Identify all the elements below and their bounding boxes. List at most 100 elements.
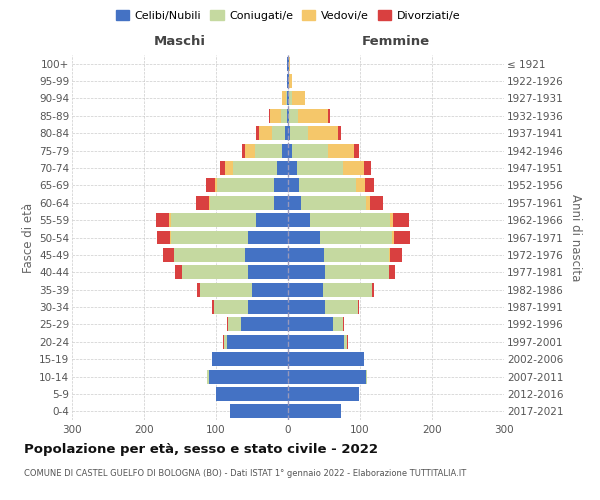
Bar xyxy=(288,300,325,314)
Bar xyxy=(227,335,288,348)
Bar xyxy=(371,282,374,296)
Bar xyxy=(356,178,365,192)
Bar xyxy=(157,230,170,244)
Bar xyxy=(272,126,285,140)
Bar xyxy=(223,335,224,348)
Text: Maschi: Maschi xyxy=(154,35,206,48)
Bar xyxy=(288,266,325,279)
Bar xyxy=(288,92,289,106)
Bar xyxy=(290,126,308,140)
Bar xyxy=(389,248,403,262)
Bar xyxy=(366,370,367,384)
Bar xyxy=(292,144,328,158)
Bar xyxy=(156,213,169,227)
Bar xyxy=(288,178,299,192)
Bar xyxy=(328,144,354,158)
Bar xyxy=(287,56,288,70)
Bar xyxy=(175,266,182,279)
Bar xyxy=(288,370,366,384)
Bar xyxy=(288,109,289,123)
Bar xyxy=(274,178,288,192)
Bar xyxy=(208,370,209,384)
Bar xyxy=(324,248,389,262)
Bar xyxy=(285,126,288,140)
Bar xyxy=(288,126,290,140)
Bar xyxy=(197,282,200,296)
Bar xyxy=(366,196,370,209)
Bar xyxy=(209,370,288,384)
Bar xyxy=(287,92,288,106)
Bar xyxy=(259,126,272,140)
Bar xyxy=(169,213,170,227)
Bar xyxy=(212,300,214,314)
Bar xyxy=(277,161,288,175)
Bar xyxy=(288,144,292,158)
Bar xyxy=(256,126,259,140)
Bar xyxy=(269,109,270,123)
Bar xyxy=(288,387,359,401)
Bar xyxy=(227,318,228,332)
Bar xyxy=(298,109,328,123)
Bar xyxy=(343,161,364,175)
Bar xyxy=(230,404,288,418)
Bar xyxy=(226,161,233,175)
Bar xyxy=(248,266,288,279)
Bar xyxy=(288,56,289,70)
Y-axis label: Fasce di età: Fasce di età xyxy=(22,202,35,272)
Bar xyxy=(270,109,281,123)
Bar xyxy=(286,92,287,106)
Bar xyxy=(170,213,256,227)
Bar xyxy=(288,282,323,296)
Bar xyxy=(196,196,209,209)
Bar xyxy=(228,318,241,332)
Bar xyxy=(296,161,343,175)
Bar xyxy=(163,248,174,262)
Bar xyxy=(289,109,298,123)
Bar xyxy=(289,56,290,70)
Bar xyxy=(245,144,255,158)
Bar xyxy=(210,196,274,209)
Bar xyxy=(248,300,288,314)
Bar xyxy=(370,196,383,209)
Bar xyxy=(288,161,296,175)
Bar xyxy=(301,196,366,209)
Bar xyxy=(245,248,288,262)
Legend: Celibi/Nubili, Coniugati/e, Vedovi/e, Divorziati/e: Celibi/Nubili, Coniugati/e, Vedovi/e, Di… xyxy=(112,6,464,25)
Bar xyxy=(274,196,288,209)
Bar xyxy=(389,266,395,279)
Bar xyxy=(282,144,288,158)
Bar xyxy=(287,74,288,88)
Bar xyxy=(206,178,215,192)
Bar xyxy=(288,248,324,262)
Text: Popolazione per età, sesso e stato civile - 2022: Popolazione per età, sesso e stato civil… xyxy=(24,442,378,456)
Bar xyxy=(252,282,288,296)
Bar xyxy=(288,404,341,418)
Bar xyxy=(288,230,320,244)
Bar xyxy=(289,92,292,106)
Bar xyxy=(289,74,292,88)
Bar xyxy=(299,178,356,192)
Bar xyxy=(364,161,371,175)
Bar xyxy=(392,230,394,244)
Y-axis label: Anni di nascita: Anni di nascita xyxy=(569,194,582,281)
Bar xyxy=(256,213,288,227)
Bar xyxy=(212,352,288,366)
Bar xyxy=(217,178,274,192)
Bar xyxy=(233,161,277,175)
Bar xyxy=(310,213,390,227)
Bar xyxy=(338,126,341,140)
Bar xyxy=(224,335,227,348)
Bar xyxy=(288,213,310,227)
Bar xyxy=(292,92,305,106)
Bar xyxy=(288,74,289,88)
Bar xyxy=(241,318,288,332)
Bar xyxy=(288,352,364,366)
Text: Femmine: Femmine xyxy=(362,35,430,48)
Bar xyxy=(242,144,245,158)
Bar xyxy=(216,387,288,401)
Bar xyxy=(325,300,358,314)
Bar xyxy=(325,266,389,279)
Bar xyxy=(255,144,282,158)
Bar xyxy=(308,126,338,140)
Bar xyxy=(390,213,393,227)
